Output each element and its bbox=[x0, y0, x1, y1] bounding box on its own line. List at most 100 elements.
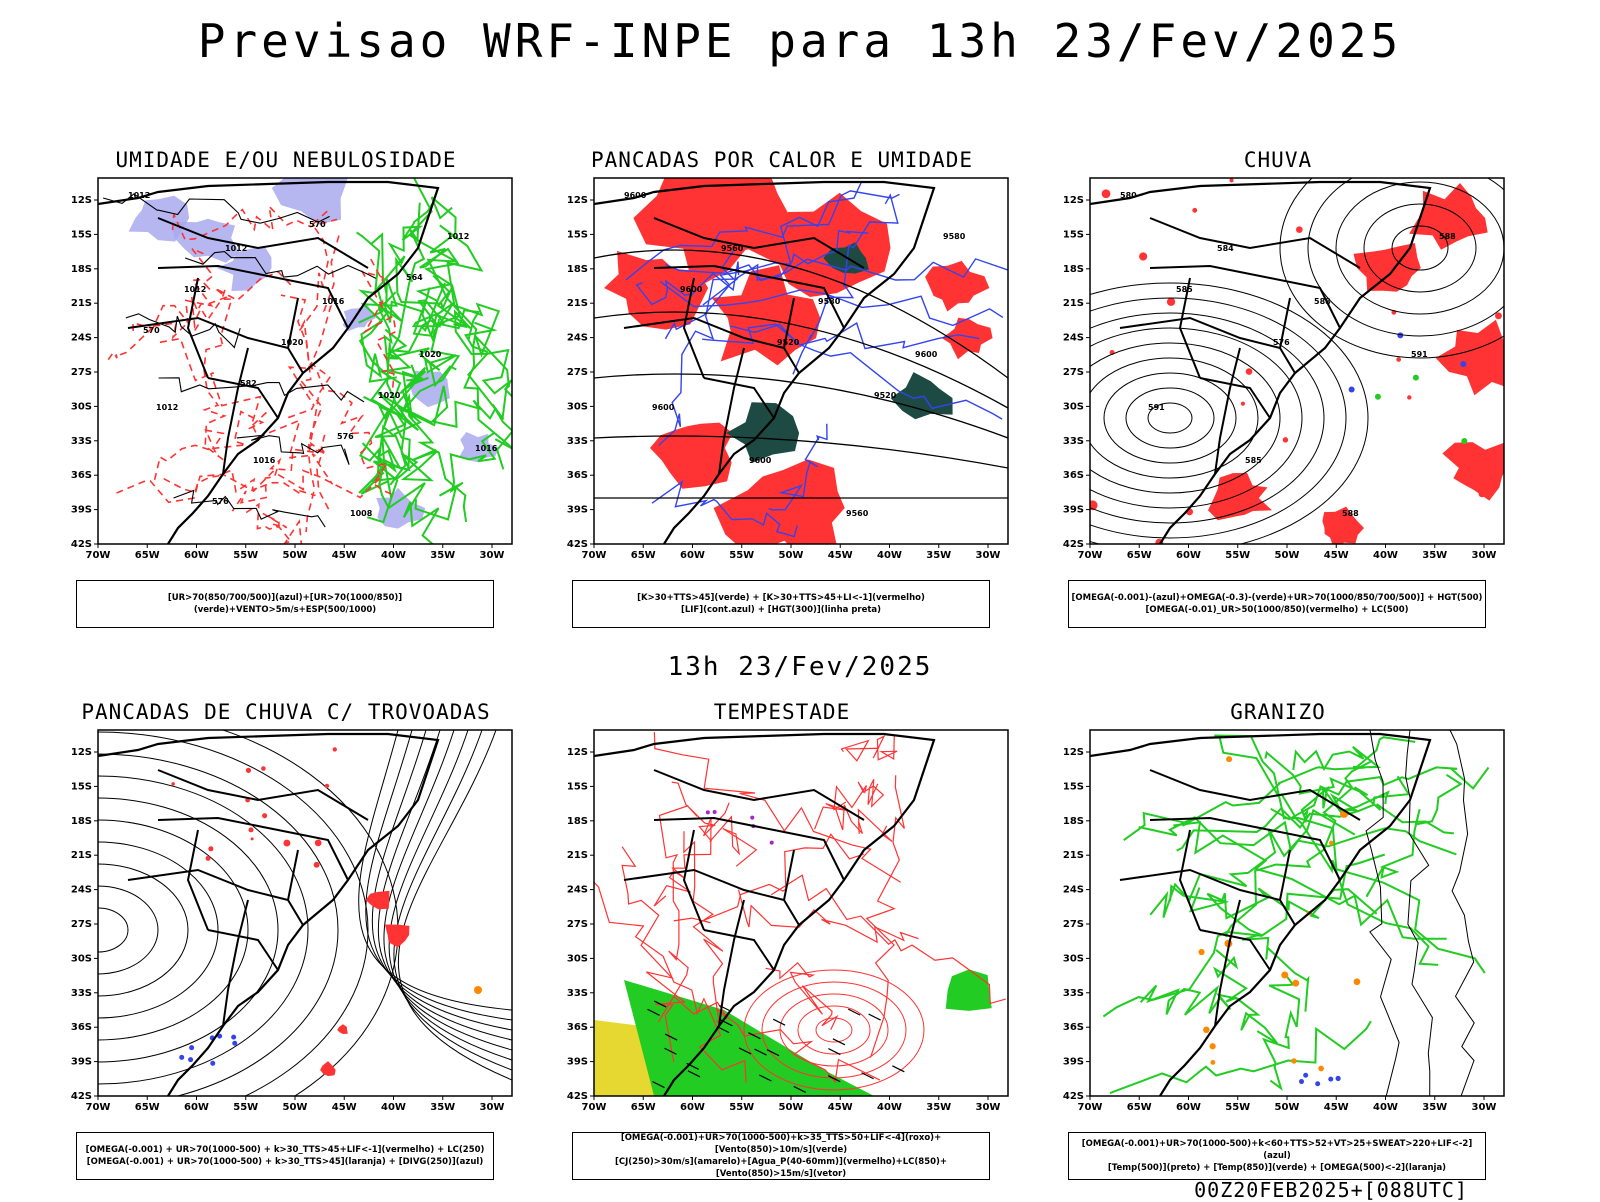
green-contour bbox=[411, 287, 446, 337]
omega-orange-dot bbox=[1353, 978, 1361, 986]
lat-tick-label: 33S bbox=[1063, 988, 1084, 999]
red-storm-area bbox=[365, 890, 390, 910]
lif-contour bbox=[651, 480, 798, 538]
humidity-area bbox=[376, 487, 426, 529]
green-contour bbox=[415, 196, 460, 302]
contour-label: 588 bbox=[1439, 232, 1456, 241]
contour-label: 1012 bbox=[156, 403, 178, 412]
lat-tick-label: 30S bbox=[1063, 401, 1084, 412]
lon-tick-label: 40W bbox=[877, 1102, 902, 1113]
lat-tick-label: 15S bbox=[71, 229, 92, 240]
contour-label: 1008 bbox=[350, 509, 373, 518]
lat-tick-label: 24S bbox=[567, 333, 588, 344]
precip-water-contour bbox=[737, 889, 919, 944]
lon-tick-label: 50W bbox=[1275, 550, 1300, 561]
contour-label: 1012 bbox=[225, 244, 247, 253]
divg-dot bbox=[217, 1033, 223, 1039]
map-frame bbox=[97, 729, 513, 1097]
contour-label: 9600 bbox=[915, 350, 938, 359]
map-content: 9600 9560 9580 9600 9600 9600 9560 9580 9600 9520… bbox=[594, 178, 1008, 544]
country-border bbox=[1279, 849, 1291, 901]
lat-tick-label: 21S bbox=[1063, 850, 1084, 861]
red-dashed-contour bbox=[316, 371, 392, 495]
lat-tick-label: 15S bbox=[567, 229, 588, 240]
precip-water-contour bbox=[594, 881, 747, 1083]
wind-vector bbox=[827, 1075, 841, 1083]
legend-line-1: [K>30+TTS>45](verde) + [K>30+TTS>45+LI<-… bbox=[637, 593, 925, 603]
lat-tick-label: 12S bbox=[71, 195, 92, 206]
streamline bbox=[98, 863, 189, 997]
storm-dot bbox=[261, 766, 266, 771]
lat-tick-label: 27S bbox=[567, 919, 588, 930]
lat-tick-label: 18S bbox=[71, 264, 92, 275]
isobar bbox=[125, 313, 241, 349]
red-dashed-contour bbox=[159, 337, 334, 485]
contour-label: 1012 bbox=[128, 191, 150, 200]
lon-tick-label: 40W bbox=[381, 1102, 406, 1113]
country-border bbox=[157, 769, 369, 821]
legend-line-2: [CJ(250)>30m/s](amarelo)+[Agua_P(40-60mm… bbox=[614, 1157, 948, 1179]
lon-tick-label: 35W bbox=[430, 550, 455, 561]
country-border bbox=[653, 769, 865, 821]
isobar bbox=[184, 251, 377, 279]
lat-tick-label: 42S bbox=[71, 1091, 92, 1102]
streamline bbox=[98, 731, 369, 1096]
height-contour bbox=[1125, 387, 1215, 449]
temp500-contour bbox=[1449, 730, 1475, 1096]
lat-tick-label: 15S bbox=[1063, 781, 1084, 792]
height-contour bbox=[1090, 342, 1281, 494]
omega-dot bbox=[1397, 332, 1404, 339]
country-border bbox=[682, 829, 705, 931]
storm-dot bbox=[313, 861, 320, 868]
red-instability-area bbox=[633, 178, 791, 290]
streamline bbox=[358, 730, 512, 1011]
lat-tick-label: 42S bbox=[567, 1091, 588, 1102]
storm-dot bbox=[250, 837, 254, 841]
green-contour bbox=[360, 448, 438, 498]
hgt-contour bbox=[594, 373, 1008, 439]
omega-orange-dot bbox=[1329, 840, 1334, 846]
lat-tick-label: 12S bbox=[1063, 195, 1084, 206]
lon-tick-label: 40W bbox=[1373, 1102, 1398, 1113]
streamline bbox=[377, 730, 512, 1041]
red-dashed-contour bbox=[116, 469, 383, 504]
contour-label: 591 bbox=[1411, 350, 1428, 359]
panel-chuva: CHUVA 580 584 588 591 591 585 588 588 585 576 12S 1… bbox=[1048, 148, 1508, 628]
omega-orange-dot bbox=[1203, 1026, 1210, 1034]
green-contour bbox=[358, 282, 446, 494]
lat-tick-label: 42S bbox=[71, 539, 92, 550]
lon-tick-label: 45W bbox=[1324, 550, 1349, 561]
lon-tick-label: 70W bbox=[86, 1102, 111, 1113]
contour-label: 9600 bbox=[624, 191, 647, 200]
wind-vector bbox=[766, 1049, 780, 1057]
red-instability-area bbox=[713, 459, 845, 544]
panel-legend: [OMEGA(-0.001)-(azul)+OMEGA(-0.3)-(verde… bbox=[1068, 580, 1486, 628]
contour-label: 1012 bbox=[184, 285, 206, 294]
country-border bbox=[623, 316, 800, 374]
precip-water-contour bbox=[833, 779, 885, 811]
wind-vector bbox=[738, 1047, 752, 1055]
map-layers: 1012 1012 1016 1020 1012 1016 1008 1012 1012 1020… bbox=[71, 177, 513, 561]
lon-tick-label: 65W bbox=[1127, 1102, 1152, 1113]
temp500-contour bbox=[1405, 730, 1433, 1096]
humidity-area bbox=[216, 245, 272, 291]
panel-trovoadas: PANCADAS DE CHUVA C/ TROVOADAS 12S 15S 18S… bbox=[56, 700, 516, 1180]
country-border bbox=[1119, 868, 1296, 926]
lon-tick-label: 45W bbox=[332, 1102, 357, 1113]
streamline bbox=[779, 993, 889, 1067]
coastline bbox=[1090, 732, 1432, 1096]
legend-line-1: [OMEGA(-0.001) + UR>70(1000-500) + k>30_… bbox=[85, 1145, 485, 1155]
lat-tick-label: 36S bbox=[71, 1022, 92, 1033]
height-contour bbox=[1147, 402, 1193, 434]
height-contour bbox=[1391, 225, 1449, 271]
lon-tick-label: 55W bbox=[729, 1102, 754, 1113]
country-border bbox=[623, 868, 800, 926]
precip-water-contour bbox=[683, 831, 724, 1026]
country-border bbox=[1178, 829, 1201, 931]
lat-tick-label: 42S bbox=[567, 539, 588, 550]
streamline bbox=[98, 775, 309, 1085]
height-contour bbox=[1090, 327, 1303, 509]
legend-line-1: [OMEGA(-0.001)-(azul)+OMEGA(-0.3)-(verde… bbox=[1071, 593, 1483, 603]
temp850-contour bbox=[1169, 884, 1378, 920]
